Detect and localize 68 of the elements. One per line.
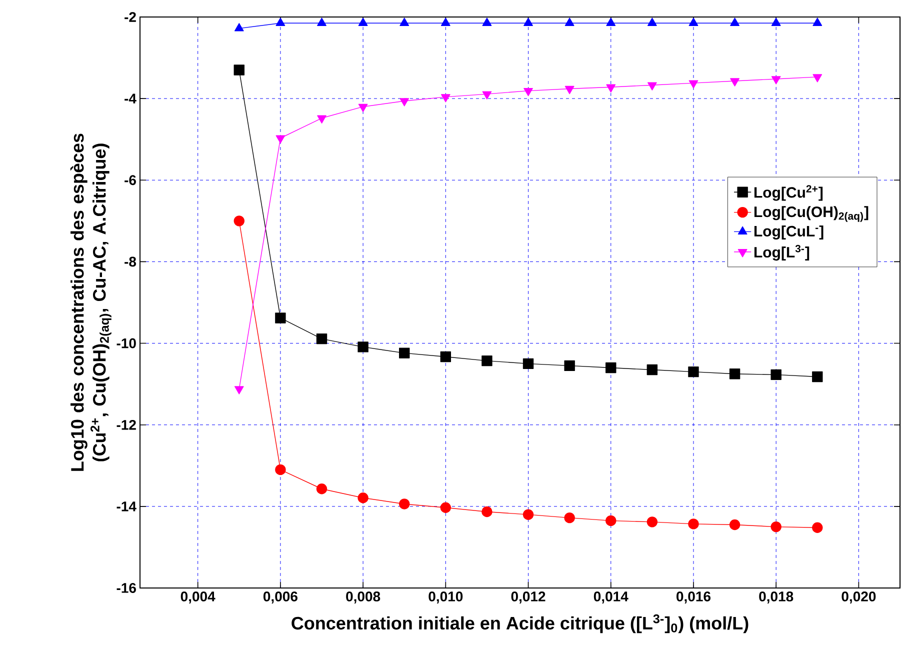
point bbox=[317, 18, 326, 26]
point bbox=[606, 362, 616, 374]
legend-label: Log[Cu$^{2+}$] bbox=[754, 185, 823, 201]
point bbox=[482, 506, 492, 518]
point bbox=[648, 18, 657, 26]
y-tick-label: -10 bbox=[116, 338, 136, 348]
point bbox=[606, 515, 616, 526]
point bbox=[276, 18, 286, 26]
x-tick-label: 0,018 bbox=[759, 592, 794, 604]
point bbox=[770, 521, 782, 532]
point bbox=[358, 342, 368, 352]
point bbox=[482, 355, 492, 366]
point bbox=[358, 492, 368, 504]
point bbox=[316, 333, 328, 344]
point bbox=[812, 18, 822, 26]
point bbox=[440, 502, 452, 513]
y-tick-label: -8 bbox=[124, 256, 136, 267]
point bbox=[399, 498, 410, 510]
point bbox=[688, 518, 699, 530]
point bbox=[399, 348, 410, 358]
point bbox=[275, 464, 286, 476]
point bbox=[729, 519, 740, 530]
x-tick-label: 0,010 bbox=[428, 592, 463, 604]
x-axis-title: Concentration initiale en Acide citrique ([L$^{3-}$]$_{0}$) (mol/L) bbox=[292, 614, 748, 634]
point bbox=[522, 358, 534, 370]
point bbox=[564, 18, 574, 26]
point bbox=[564, 512, 575, 524]
y-tick-label: -12 bbox=[116, 420, 136, 430]
point bbox=[729, 368, 740, 380]
point bbox=[564, 360, 575, 372]
point bbox=[688, 366, 699, 378]
x-tick-label: 0,006 bbox=[263, 592, 298, 604]
x-tick-label: 0,014 bbox=[594, 592, 628, 604]
point bbox=[234, 386, 244, 394]
x-tick-label: 0,016 bbox=[676, 592, 710, 604]
y-tick-label: -16 bbox=[116, 583, 136, 593]
point bbox=[522, 509, 534, 520]
x-tick-label: 0,020 bbox=[842, 592, 876, 604]
point bbox=[400, 18, 410, 26]
y-tick-label: -6 bbox=[124, 175, 136, 186]
x-tick-label: 0,004 bbox=[180, 592, 216, 604]
point bbox=[812, 371, 823, 382]
point bbox=[440, 351, 452, 362]
point bbox=[440, 18, 450, 26]
y-tick-label: -4 bbox=[124, 94, 136, 104]
point bbox=[730, 18, 740, 26]
point bbox=[812, 522, 823, 533]
point bbox=[770, 369, 782, 380]
legend-label: Log[Cu(OH)$_{2(aq)}$] bbox=[754, 206, 868, 222]
point bbox=[688, 18, 698, 26]
y-tick-label: -2 bbox=[124, 12, 136, 22]
point bbox=[234, 64, 244, 76]
legend-label: Log[L$^{3-}$] bbox=[754, 244, 810, 261]
point bbox=[234, 23, 244, 32]
x-tick-label: 0,008 bbox=[346, 592, 380, 604]
point bbox=[316, 484, 328, 494]
point bbox=[646, 516, 658, 528]
point bbox=[771, 18, 781, 26]
point bbox=[234, 216, 244, 226]
point bbox=[606, 18, 616, 26]
point bbox=[482, 18, 492, 26]
x-tick-label: 0,012 bbox=[511, 592, 546, 604]
point bbox=[646, 364, 658, 376]
y-tick-label: -14 bbox=[116, 502, 136, 512]
point bbox=[358, 18, 368, 26]
point bbox=[275, 312, 286, 324]
legend-label: Log[CuL$^{-}$] bbox=[754, 225, 824, 240]
point bbox=[524, 18, 533, 26]
